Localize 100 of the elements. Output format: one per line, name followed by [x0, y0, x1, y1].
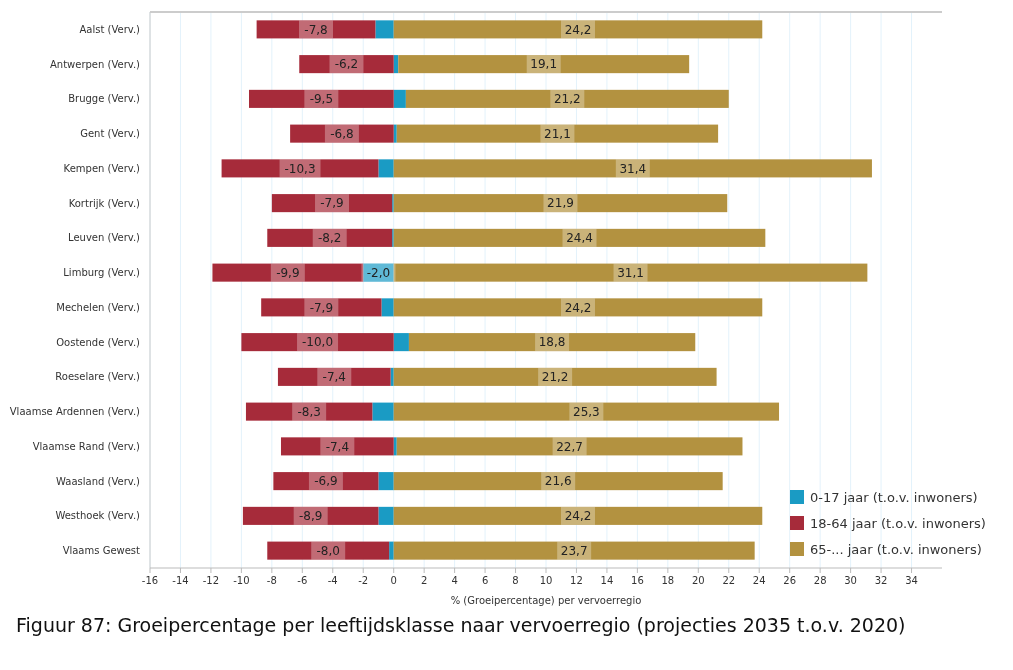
- y-tick-label: Gent (Verv.): [80, 128, 141, 140]
- data-label: 19,1: [530, 57, 558, 72]
- x-tick-label: -6: [297, 575, 308, 586]
- data-label: -8,9: [298, 509, 323, 524]
- x-tick-label: 26: [783, 575, 797, 586]
- x-tick-label: 24: [752, 575, 766, 586]
- bar: [381, 298, 394, 317]
- x-tick-label: 16: [631, 575, 644, 586]
- y-tick-label: Roeselare (Verv.): [55, 371, 141, 383]
- bar: [405, 89, 729, 108]
- data-label: 23,7: [560, 543, 588, 558]
- bar: [267, 228, 393, 247]
- data-label: 24,2: [564, 22, 592, 37]
- data-label: 24,4: [566, 231, 593, 246]
- bar: [242, 506, 379, 525]
- bar: [393, 333, 409, 352]
- bar: [393, 20, 763, 39]
- bar: [212, 263, 364, 282]
- bar: [393, 228, 766, 247]
- y-tick-label: Waasland (Verv.): [56, 475, 141, 487]
- bar: [393, 263, 868, 282]
- data-label: 21,2: [541, 370, 569, 385]
- data-label: 24,2: [564, 300, 592, 315]
- y-tick-label: Mechelen (Verv.): [56, 301, 141, 313]
- bar: [273, 472, 379, 491]
- y-tick-label: Oostende (Verv.): [56, 336, 141, 348]
- data-label: -7,9: [320, 196, 344, 211]
- y-tick-label: Limburg (Verv.): [63, 267, 141, 279]
- x-tick-label: 14: [600, 575, 614, 586]
- data-label: 21,1: [544, 126, 571, 141]
- bar: [393, 402, 780, 421]
- data-label: -8,0: [316, 543, 340, 558]
- data-label: -2,0: [366, 265, 391, 280]
- bar: [393, 367, 717, 386]
- x-tick-label: -16: [141, 575, 159, 586]
- x-tick-label: 6: [481, 575, 489, 586]
- bar: [393, 541, 755, 560]
- bar: [280, 437, 394, 456]
- data-label: 18,8: [538, 335, 566, 350]
- bar: [290, 124, 394, 143]
- data-label: -6,8: [330, 126, 354, 141]
- x-axis-title: % (Groeipercentage) per vervoerregio: [450, 595, 642, 606]
- bar: [267, 541, 390, 560]
- y-tick-label: Antwerpen (Verv.): [49, 58, 141, 70]
- data-label: -9,5: [309, 92, 334, 107]
- x-tick-label: 12: [570, 575, 583, 586]
- bar: [299, 55, 394, 74]
- data-label: -8,2: [318, 231, 342, 246]
- data-label: 21,6: [544, 474, 572, 489]
- text: Figuur 87: Groeipercentage per leeftijdsklasse naar vervoerregio (projecties 2035 t.o.v. 2020): [16, 614, 906, 636]
- bar: [378, 159, 394, 178]
- bar: [271, 194, 393, 213]
- bar: [393, 298, 763, 317]
- bar: [393, 472, 723, 491]
- bar: [277, 367, 391, 386]
- data-label: -6,9: [314, 474, 338, 489]
- bar: [389, 541, 394, 560]
- bar: [221, 159, 379, 178]
- x-tick-label: 4: [451, 575, 458, 586]
- bar: [378, 472, 394, 491]
- data-label: 22,7: [556, 439, 583, 454]
- data-label: -7,9: [309, 300, 334, 315]
- bar: [245, 402, 373, 421]
- x-tick-label: 30: [844, 575, 857, 586]
- x-tick-label: 32: [874, 575, 888, 586]
- x-tick-label: 0: [390, 575, 397, 586]
- data-label: 31,1: [617, 265, 644, 280]
- y-tick-label: Kempen (Verv.): [63, 162, 141, 174]
- data-label: 21,2: [553, 92, 581, 107]
- data-label: -9,9: [276, 265, 300, 280]
- data-label: -7,8: [304, 22, 328, 37]
- bar: [375, 20, 394, 39]
- x-tick-label: 10: [539, 575, 553, 586]
- bar: [372, 402, 394, 421]
- data-label: 31,4: [619, 161, 647, 176]
- bar: [396, 124, 719, 143]
- legend-label: 18-64 jaar (t.o.v. inwoners): [810, 515, 986, 531]
- x-tick-label: 34: [905, 575, 918, 586]
- x-tick-label: 2: [420, 575, 428, 586]
- y-tick-label: Brugge (Verv.): [68, 93, 141, 105]
- y-tick-label: Vlaamse Ardennen (Verv.): [9, 406, 141, 418]
- bar: [393, 124, 397, 143]
- bar: [378, 506, 394, 525]
- x-tick-label: 28: [813, 575, 827, 586]
- y-tick-label: Vlaamse Rand (Verv.): [32, 440, 141, 452]
- data-label: -7,4: [322, 370, 346, 385]
- data-label: -10,0: [302, 335, 334, 350]
- x-tick-label: 18: [661, 575, 675, 586]
- x-tick-label: -8: [266, 575, 277, 586]
- y-tick-label: Aalst (Verv.): [79, 23, 141, 35]
- bar: [396, 437, 743, 456]
- bar: [249, 89, 394, 108]
- bar: [256, 20, 376, 39]
- data-label: -8,3: [297, 404, 321, 419]
- bar: [241, 333, 394, 352]
- data-label: -10,3: [284, 161, 316, 176]
- x-tick-label: -10: [233, 575, 250, 586]
- y-tick-label: Kortrijk (Verv.): [68, 197, 141, 209]
- x-tick-label: -12: [202, 575, 220, 586]
- y-tick-label: Vlaams Gewest: [62, 545, 141, 557]
